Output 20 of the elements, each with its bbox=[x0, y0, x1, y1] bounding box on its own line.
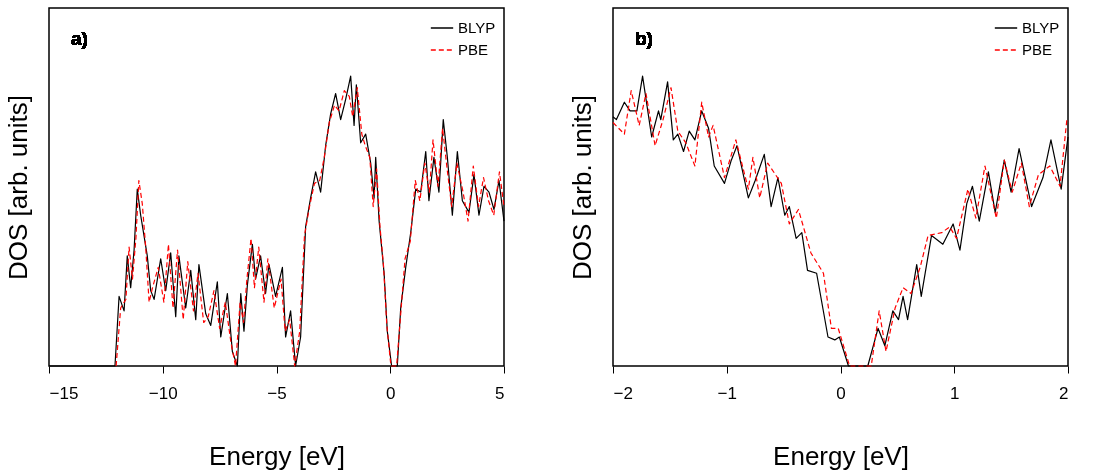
y-axis-title: DOS [arb. units] bbox=[566, 95, 597, 280]
x-axis-title: Energy [eV] bbox=[773, 440, 909, 470]
text: a) bbox=[71, 28, 88, 49]
x-tick-label: 0 bbox=[386, 383, 396, 403]
x-tick-label: 2 bbox=[1059, 383, 1069, 403]
x-tick-label: −10 bbox=[148, 383, 178, 403]
x-tick-label: 5 bbox=[495, 383, 505, 403]
x-tick-label: 1 bbox=[950, 383, 960, 403]
legend-label: BLYP bbox=[458, 19, 496, 36]
x-tick-label: 0 bbox=[836, 383, 846, 403]
legend-label: PBE bbox=[1022, 41, 1053, 58]
x-tick-label: −15 bbox=[49, 383, 79, 403]
x-tick-label: −5 bbox=[267, 383, 287, 403]
text: b) bbox=[635, 28, 653, 49]
x-tick-label: −1 bbox=[717, 383, 737, 403]
y-axis-title: DOS [arb. units] bbox=[2, 95, 33, 280]
x-axis-title: Energy [eV] bbox=[209, 440, 345, 470]
x-tick-label: −2 bbox=[613, 383, 633, 403]
legend-label: PBE bbox=[458, 41, 489, 58]
legend-label: BLYP bbox=[1022, 19, 1060, 36]
